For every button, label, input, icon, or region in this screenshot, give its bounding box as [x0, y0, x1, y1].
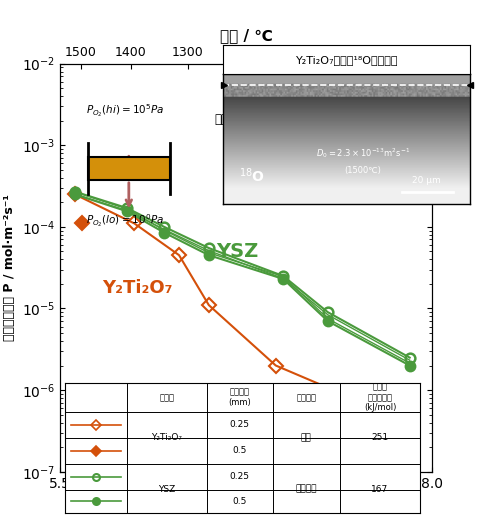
Text: 0.25: 0.25: [230, 472, 250, 481]
Text: $O_2$: $O_2$: [140, 156, 158, 173]
Text: 供試材: 供試材: [159, 393, 174, 402]
Text: Y₂Ti₂O₇: Y₂Ti₂O₇: [151, 433, 182, 442]
Text: $D_0=2.3\times10^{-13}$m$^2$s$^{-1}$: $D_0=2.3\times10^{-13}$m$^2$s$^{-1}$: [316, 146, 410, 160]
Text: $P_{O_2}(lo)=10^0Pa$: $P_{O_2}(lo)=10^0Pa$: [86, 213, 164, 229]
Text: 試料厘さ
(mm): 試料厘さ (mm): [228, 388, 251, 407]
Text: 20 μm: 20 μm: [412, 176, 441, 186]
Text: YSZ: YSZ: [216, 242, 259, 261]
Text: 0.5: 0.5: [232, 446, 247, 455]
X-axis label: 温度 / ℃: 温度 / ℃: [219, 28, 273, 43]
Text: 拡散: 拡散: [301, 433, 312, 442]
Bar: [88, 157, 170, 180]
Text: 表面反応: 表面反応: [296, 484, 317, 493]
Text: 0.5: 0.5: [232, 497, 247, 506]
Text: $P_{O_2}(hi)=10^5Pa$: $P_{O_2}(hi)=10^5Pa$: [86, 102, 164, 119]
X-axis label: T⁻¹ / 10⁻⁴K⁻¹: T⁻¹ / 10⁻⁴K⁻¹: [194, 496, 298, 511]
Text: 0.25: 0.25: [230, 420, 250, 429]
Text: 167: 167: [372, 484, 389, 493]
Text: Y₂Ti₂O₇断面の¹⁸O濃度分布: Y₂Ti₂O₇断面の¹⁸O濃度分布: [296, 55, 398, 65]
Text: $^{18}$O: $^{18}$O: [239, 166, 265, 185]
Y-axis label: 酸素透過率， P / mol·m⁻²s⁻¹: 酸素透過率， P / mol·m⁻²s⁻¹: [3, 194, 16, 341]
Text: 活性化
エネルギー
(kJ/mol): 活性化 エネルギー (kJ/mol): [364, 383, 396, 412]
Text: 律速過程: 律速過程: [296, 393, 316, 402]
Text: 251: 251: [372, 433, 389, 442]
Text: 表面: 表面: [215, 113, 228, 127]
Text: Y₂Ti₂O₇: Y₂Ti₂O₇: [102, 279, 172, 297]
Text: (1500℃): (1500℃): [345, 166, 382, 175]
Text: YSZ: YSZ: [158, 484, 176, 493]
